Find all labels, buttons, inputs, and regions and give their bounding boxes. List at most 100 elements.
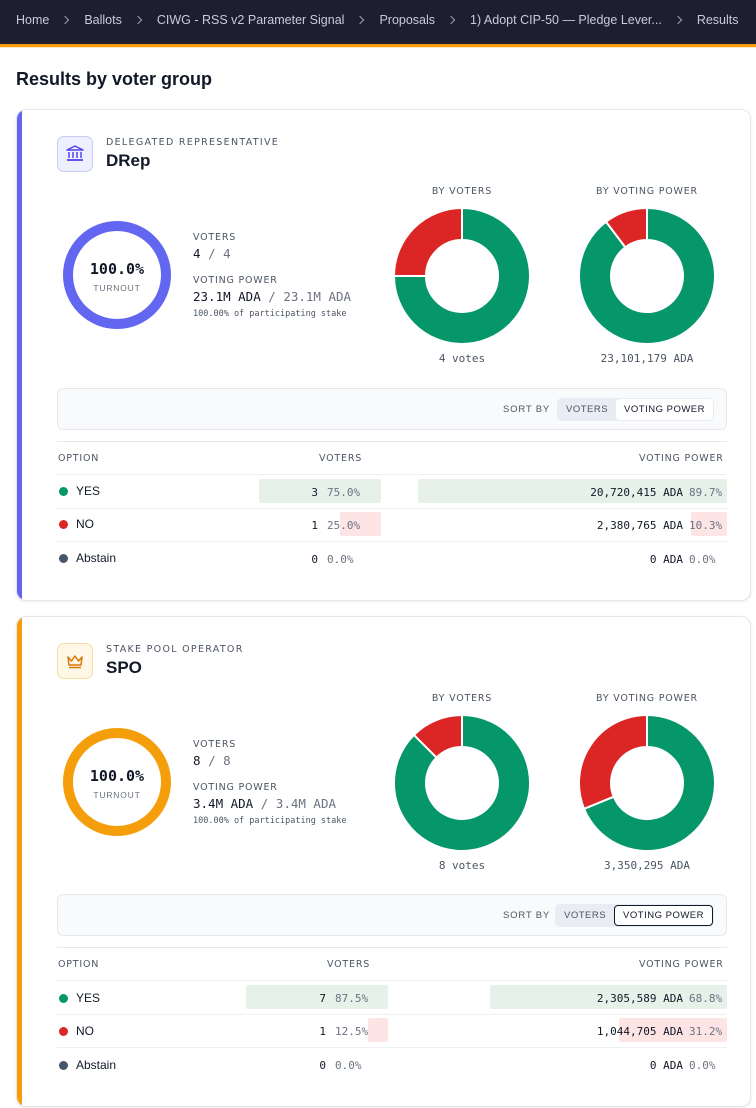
row-divider	[57, 980, 727, 981]
power-pct-cell: 0.0%	[689, 1059, 716, 1072]
table-divider	[57, 947, 727, 948]
by-voters-title: BY VOTERS	[431, 693, 493, 704]
table-divider	[57, 441, 727, 442]
voters-count-cell: 0	[311, 553, 318, 566]
power-amount-cell: 2,305,589 ADA	[596, 992, 683, 1005]
sort-voting-power-button[interactable]: VOTING POWER	[614, 905, 713, 926]
breadcrumb-home[interactable]: Home	[16, 13, 50, 27]
voter-group-card-drep: DELEGATED REPRESENTATIVE DRep 100.0% TUR…	[16, 109, 751, 601]
donut-yes-segment	[393, 713, 531, 852]
column-header-voters: VOTERS	[327, 959, 371, 970]
option-label: NO	[76, 1024, 94, 1038]
breadcrumb-ballot[interactable]: CIWG - RSS v2 Parameter Signal	[156, 13, 345, 27]
breadcrumb-current: Results	[696, 13, 739, 27]
group-name: SPO	[106, 658, 142, 677]
voters-count: 8	[193, 753, 201, 768]
sort-voting-power-button[interactable]: VOTING POWER	[616, 399, 713, 420]
voters-pct-cell: 12.5%	[335, 1025, 369, 1038]
option-label: Abstain	[76, 1058, 117, 1072]
donut-no-segment	[392, 206, 463, 277]
yes-dot-icon	[59, 994, 68, 1003]
voters-value: 4 / 4	[193, 246, 231, 261]
power-pct-cell: 31.2%	[689, 1025, 723, 1038]
voters-total: / 4	[208, 246, 231, 261]
voters-count: 4	[193, 246, 201, 261]
voters-share-bar	[259, 479, 381, 503]
turnout-label: TURNOUT	[93, 790, 141, 800]
breadcrumb: Home Ballots CIWG - RSS v2 Parameter Sig…	[16, 13, 739, 27]
donut-yes-segment	[578, 206, 716, 345]
by-voters-caption: 4 votes	[438, 352, 486, 365]
turnout-percent: 100.0%	[89, 767, 145, 785]
power-pct-cell: 10.3%	[689, 519, 723, 532]
power-pct-cell: 89.7%	[689, 486, 723, 499]
column-header-option: OPTION	[58, 959, 100, 970]
voting-power-value: 23.1M ADA / 23.1M ADA	[193, 289, 351, 304]
abstain-dot-icon	[59, 554, 68, 563]
turnout-label: TURNOUT	[93, 283, 141, 293]
by-power-caption: 23,101,179 ADA	[600, 352, 694, 365]
crown-icon	[57, 643, 93, 679]
breadcrumb-proposals[interactable]: Proposals	[379, 13, 436, 27]
power-share-bar	[691, 512, 727, 536]
accent-line-fade	[0, 47, 756, 48]
breadcrumb-proposal[interactable]: 1) Adopt CIP-50 — Pledge Lever...	[470, 13, 662, 27]
donut-no-segment	[412, 713, 463, 759]
voters-total: / 8	[208, 753, 231, 768]
voting-power-value: 3.4M ADA / 3.4M ADA	[193, 796, 336, 811]
top-navigation-bar: Home Ballots CIWG - RSS v2 Parameter Sig…	[0, 0, 756, 44]
voters-count-cell: 3	[311, 486, 318, 499]
card-accent-stripe	[17, 110, 22, 600]
power-amount-cell: 1,044,705 ADA	[596, 1025, 683, 1038]
group-kicker: DELEGATED REPRESENTATIVE	[106, 137, 280, 148]
voters-label: VOTERS	[193, 232, 237, 243]
card-accent-stripe	[17, 617, 22, 1106]
chevron-right-icon	[61, 15, 70, 25]
sort-by-label: SORT BY	[503, 404, 550, 415]
bank-building-icon	[57, 136, 93, 172]
by-power-title: BY VOTING POWER	[596, 693, 698, 704]
group-name: DRep	[106, 151, 151, 170]
column-header-voting-power: VOTING POWER	[639, 453, 724, 464]
voting-power-amount: 3.4M ADA	[193, 796, 254, 811]
voting-power-total: / 3.4M ADA	[260, 796, 337, 811]
breadcrumb-ballots[interactable]: Ballots	[84, 13, 122, 27]
sort-toggle: VOTERS VOTING POWER	[554, 904, 714, 927]
power-amount-cell: 2,380,765 ADA	[596, 519, 683, 532]
donut-no-segment	[604, 206, 648, 249]
by-voters-title: BY VOTERS	[431, 186, 493, 197]
turnout-ring	[63, 221, 171, 329]
sort-voters-button[interactable]: VOTERS	[565, 404, 609, 415]
power-share-bar	[490, 985, 727, 1009]
by-power-donut	[578, 206, 716, 345]
donut-no-segment	[578, 713, 648, 811]
chevron-right-icon	[673, 15, 683, 25]
option-label: Abstain	[76, 551, 117, 565]
participation-note: 100.00% of participating stake	[193, 309, 347, 319]
voters-pct-cell: 25.0%	[327, 519, 361, 532]
sort-voters-button[interactable]: VOTERS	[563, 910, 607, 921]
power-pct-cell: 0.0%	[689, 553, 716, 566]
accent-line	[0, 44, 756, 47]
no-dot-icon	[59, 1027, 68, 1036]
power-pct-cell: 68.8%	[689, 992, 723, 1005]
voting-power-label: VOTING POWER	[193, 275, 278, 286]
voter-group-card-spo: STAKE POOL OPERATOR SPO 100.0% TURNOUT V…	[16, 616, 751, 1107]
voting-power-amount: 23.1M ADA	[193, 289, 261, 304]
chevron-right-icon	[356, 15, 365, 25]
voters-count-cell: 1	[311, 519, 318, 532]
power-share-bar	[619, 1018, 727, 1042]
voters-value: 8 / 8	[193, 753, 231, 768]
voters-pct-cell: 75.0%	[327, 486, 361, 499]
voters-label: VOTERS	[193, 739, 237, 750]
row-divider	[57, 508, 727, 509]
by-power-caption: 3,350,295 ADA	[603, 859, 691, 872]
by-power-donut	[578, 713, 716, 852]
voters-count-cell: 1	[319, 1025, 326, 1038]
turnout-percent: 100.0%	[89, 260, 145, 278]
row-divider	[57, 1047, 727, 1048]
yes-dot-icon	[59, 487, 68, 496]
abstain-dot-icon	[59, 1061, 68, 1070]
participation-note: 100.00% of participating stake	[193, 816, 347, 826]
chevron-right-icon	[133, 15, 143, 25]
